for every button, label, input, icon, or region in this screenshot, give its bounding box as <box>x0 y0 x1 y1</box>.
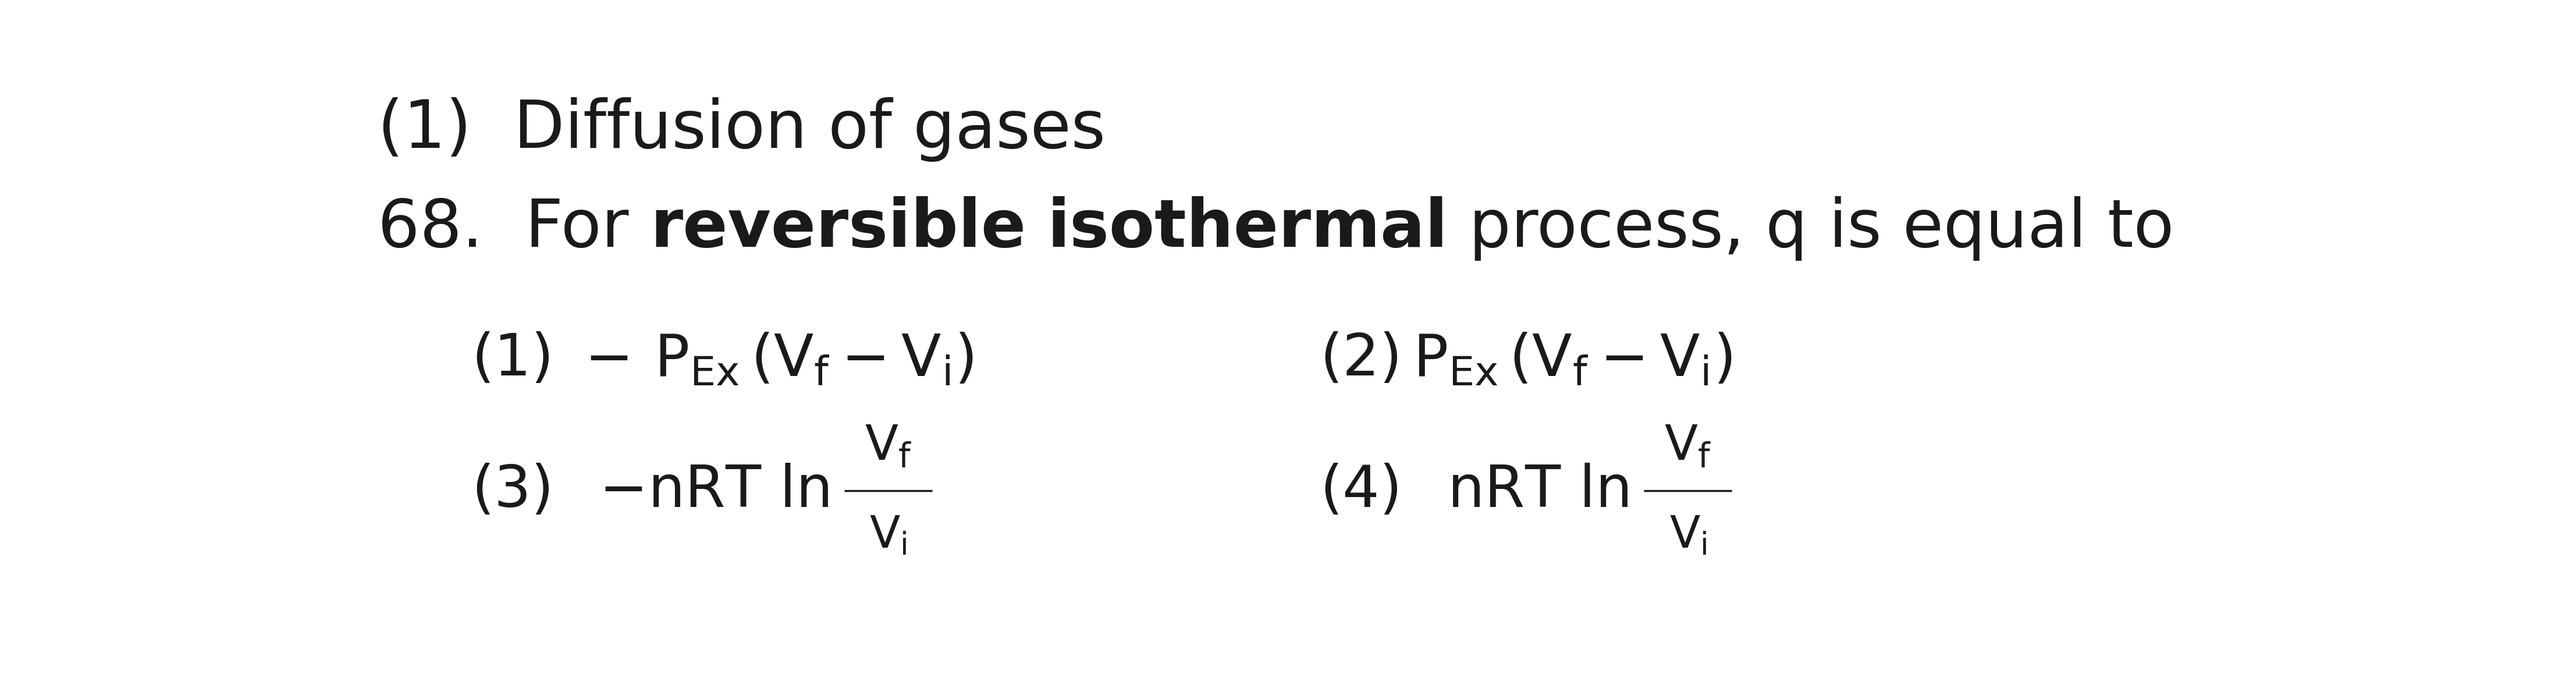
Text: (1): (1) <box>471 332 554 388</box>
Text: $\mathregular{V_f}$: $\mathregular{V_f}$ <box>866 423 912 470</box>
Text: reversible: reversible <box>649 196 1025 261</box>
Text: (4): (4) <box>1319 462 1401 519</box>
Text: $\mathregular{-nRT\ ln}$: $\mathregular{-nRT\ ln}$ <box>562 462 853 519</box>
Text: $\mathregular{P_{Ex}\,(V_f - V_i)}$: $\mathregular{P_{Ex}\,(V_f - V_i)}$ <box>1412 332 1731 388</box>
Text: $\mathregular{V_i}$: $\mathregular{V_i}$ <box>1669 513 1708 557</box>
Text: $\mathregular{V_f}$: $\mathregular{V_f}$ <box>1664 423 1710 470</box>
Text: 68.: 68. <box>379 196 484 261</box>
Text: $\mathregular{nRT\ ln}$: $\mathregular{nRT\ ln}$ <box>1412 462 1651 519</box>
Text: (2): (2) <box>1319 332 1401 388</box>
Text: $\mathregular{\,-\,P_{Ex}\,(V_f - V_i)}$: $\mathregular{\,-\,P_{Ex}\,(V_f - V_i)}$ <box>564 332 974 388</box>
Text: isothermal: isothermal <box>1046 196 1448 261</box>
Text: (1)  Diffusion of gases: (1) Diffusion of gases <box>379 97 1105 162</box>
Text: For: For <box>484 196 649 261</box>
Text: $\mathregular{V_i}$: $\mathregular{V_i}$ <box>871 513 907 557</box>
Text: (3): (3) <box>471 462 554 519</box>
Text: process, q is equal to: process, q is equal to <box>1448 196 2174 261</box>
